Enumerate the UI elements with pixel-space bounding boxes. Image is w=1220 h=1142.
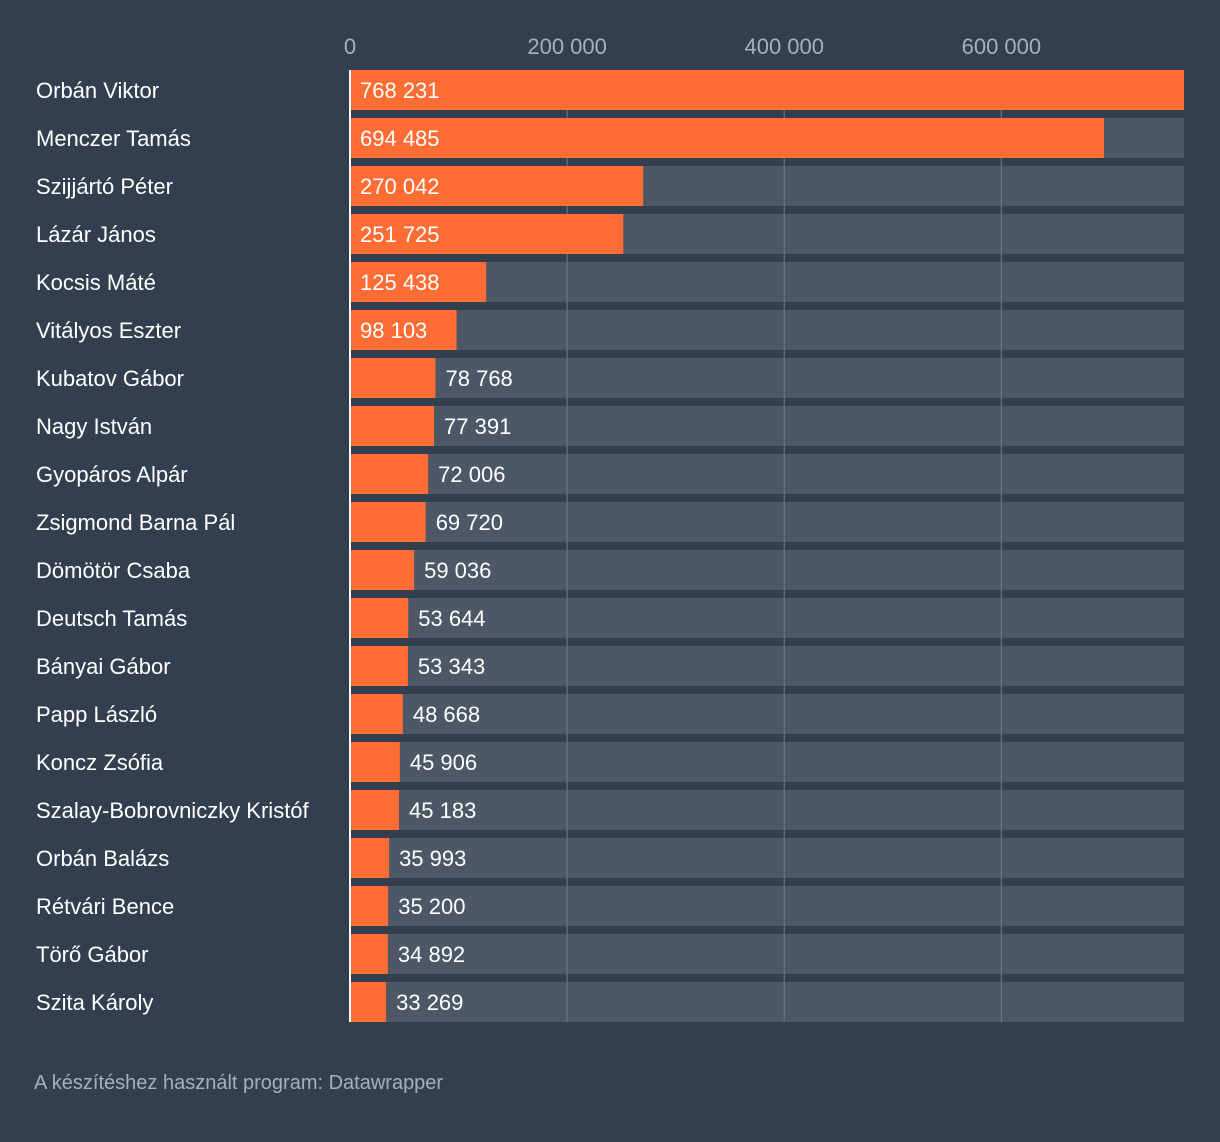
bar-value-label: 72 006: [438, 462, 505, 487]
bar-value-label: 45 183: [409, 798, 476, 823]
bars: [350, 70, 1184, 1022]
category-label: Kocsis Máté: [36, 270, 156, 295]
category-label: Koncz Zsófia: [36, 750, 164, 775]
bar: [350, 70, 1184, 110]
category-label: Menczer Tamás: [36, 126, 191, 151]
bar-track: [350, 982, 1184, 1022]
category-label: Törő Gábor: [36, 942, 149, 967]
value-labels: 768 231 694 485 270 042 251 725 125 438 98 10…: [360, 78, 513, 1015]
bar: [350, 742, 400, 782]
category-label: Papp László: [36, 702, 157, 727]
x-tick-label: 0: [344, 34, 356, 59]
category-label: Kubatov Gábor: [36, 366, 184, 391]
x-tick-label: 200 000: [527, 34, 607, 59]
bar-track: [350, 502, 1184, 542]
bar-value-label: 69 720: [436, 510, 503, 535]
bar: [350, 214, 624, 254]
category-label: Lázár János: [36, 222, 156, 247]
bar-value-label: 78 768: [446, 366, 513, 391]
footer-credit: A készítéshez használt program: Datawrap…: [34, 1072, 444, 1094]
bar: [350, 502, 426, 542]
category-label: Zsigmond Barna Pál: [36, 510, 235, 535]
bar-track: [350, 310, 1184, 350]
bar: [350, 358, 436, 398]
bar: [350, 982, 387, 1022]
bar: [350, 694, 403, 734]
bar-value-label: 33 269: [396, 990, 463, 1015]
bar-track: [350, 838, 1184, 878]
bar-track: [350, 262, 1184, 302]
bar: [350, 886, 389, 926]
category-label: Vitályos Eszter: [36, 318, 181, 343]
bar-value-label: 59 036: [424, 558, 491, 583]
x-tick-label: 400 000: [744, 34, 824, 59]
category-label: Szita Károly: [36, 990, 153, 1015]
bar-track: [350, 646, 1184, 686]
bar: [350, 118, 1104, 158]
category-label: Dömötör Csaba: [36, 558, 191, 583]
bar: [350, 934, 388, 974]
bar: [350, 310, 457, 350]
bar-value-label: 125 438: [360, 270, 440, 295]
bar-track: [350, 406, 1184, 446]
bar-track: [350, 358, 1184, 398]
category-label: Orbán Viktor: [36, 78, 159, 103]
category-label: Deutsch Tamás: [36, 606, 187, 631]
bar: [350, 406, 435, 446]
bar: [350, 838, 390, 878]
category-label: Nagy István: [36, 414, 152, 439]
bar-value-label: 768 231: [360, 78, 440, 103]
bar: [350, 646, 408, 686]
bar: [350, 262, 487, 302]
axis-tick-labels: 0 200 000 400 000 600 000: [344, 34, 1041, 59]
category-label: Szalay-Bobrovniczky Kristóf: [36, 798, 310, 823]
bar: [350, 790, 400, 830]
bar-track: [350, 886, 1184, 926]
bar-value-label: 53 343: [418, 654, 485, 679]
bar-value-label: 251 725: [360, 222, 440, 247]
bar: [350, 454, 429, 494]
category-label: Szijjártó Péter: [36, 174, 173, 199]
bar-value-label: 98 103: [360, 318, 427, 343]
x-tick-label: 600 000: [962, 34, 1042, 59]
category-label: Rétvári Bence: [36, 894, 174, 919]
gridlines: [566, 70, 1002, 1022]
bar: [350, 550, 415, 590]
bar-track: [350, 934, 1184, 974]
category-label: Bányai Gábor: [36, 654, 171, 679]
bar-track: [350, 598, 1184, 638]
bar-track: [350, 790, 1184, 830]
bar-tracks: [350, 70, 1184, 1022]
bar-value-label: 35 993: [399, 846, 466, 871]
bar-value-label: 53 644: [418, 606, 485, 631]
bar: [350, 166, 644, 206]
bar-value-label: 48 668: [413, 702, 480, 727]
bar: [350, 598, 409, 638]
bar-track: [350, 742, 1184, 782]
bar-track: [350, 694, 1184, 734]
bar-track: [350, 550, 1184, 590]
bar-value-label: 34 892: [398, 942, 465, 967]
bar-value-label: 270 042: [360, 174, 440, 199]
category-label: Orbán Balázs: [36, 846, 169, 871]
bar-value-label: 45 906: [410, 750, 477, 775]
bar-track: [350, 454, 1184, 494]
bar-value-label: 694 485: [360, 126, 440, 151]
category-labels: Orbán Viktor Menczer Tamás Szijjártó Péter…: [36, 78, 310, 1015]
category-label: Gyopáros Alpár: [36, 462, 188, 487]
bar-value-label: 77 391: [444, 414, 511, 439]
bar-value-label: 35 200: [398, 894, 465, 919]
